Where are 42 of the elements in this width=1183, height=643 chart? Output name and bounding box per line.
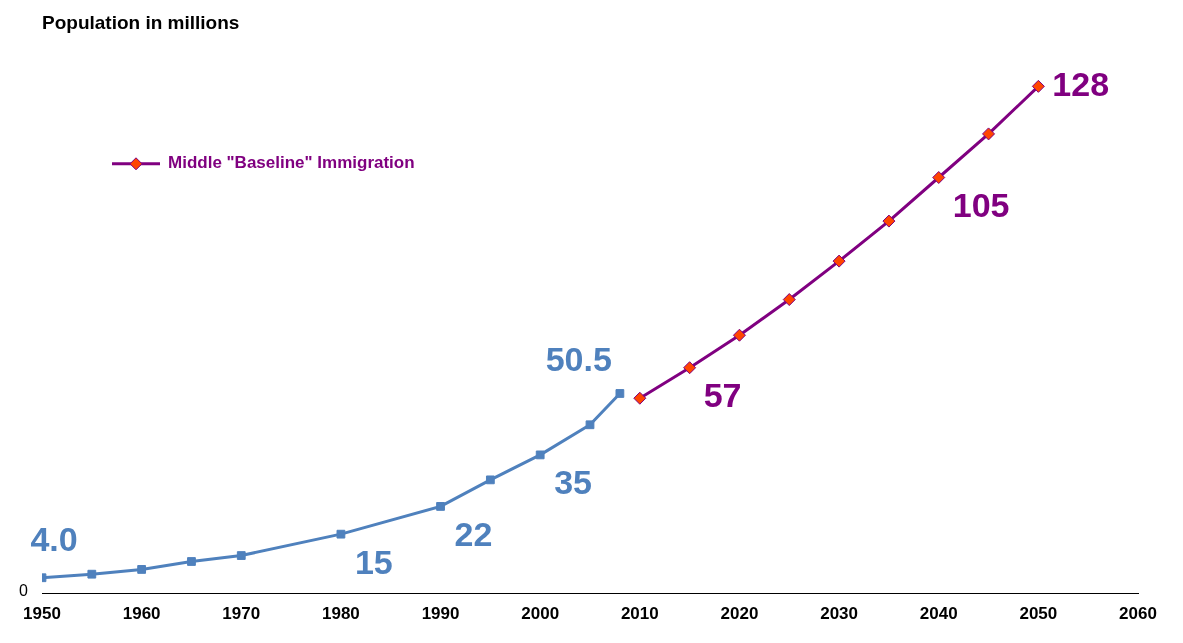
x-tick-label: 2010: [620, 604, 659, 624]
x-tick-label: 2030: [820, 604, 858, 624]
point: [732, 328, 746, 342]
point: [832, 254, 846, 268]
data-label: 22: [454, 514, 493, 553]
x-tick-label: 2040: [919, 604, 958, 624]
data-label: 50.5: [545, 339, 612, 378]
point: [615, 389, 625, 398]
point: [882, 214, 896, 228]
point: [87, 569, 97, 579]
x-tick-label: 1950: [23, 604, 61, 624]
point: [436, 502, 445, 511]
x-tick-label: 1970: [222, 604, 261, 624]
point: [187, 557, 196, 566]
data-label: 57: [703, 376, 742, 415]
point: [585, 420, 595, 430]
x-tick-label: 2050: [1019, 604, 1058, 624]
x-tick-label: 1980: [322, 604, 360, 624]
data-label: 35: [554, 463, 593, 502]
point: [236, 551, 246, 560]
point: [633, 391, 647, 405]
chart-title: Population in millions: [42, 11, 240, 33]
data-label: 15: [354, 542, 393, 581]
data-label: 4.0: [30, 520, 78, 559]
legend-label: Middle "Baseline" Immigration: [168, 153, 415, 173]
point: [535, 450, 545, 460]
point: [982, 127, 996, 141]
x-tick-label: 2000: [521, 604, 560, 624]
data-label: 105: [952, 185, 1010, 224]
x-tick-label: 1990: [421, 604, 460, 624]
point: [485, 475, 495, 485]
point: [683, 361, 697, 375]
point: [932, 171, 946, 184]
text: 0: [19, 582, 29, 600]
x-tick-label: 2020: [720, 604, 759, 624]
x-tick-label: 1960: [122, 604, 161, 624]
point: [336, 529, 346, 539]
data-label: 128: [1052, 64, 1110, 103]
point: [1031, 79, 1045, 93]
point: [137, 565, 147, 574]
point: [782, 293, 796, 307]
x-tick-label: 2060: [1119, 604, 1157, 624]
